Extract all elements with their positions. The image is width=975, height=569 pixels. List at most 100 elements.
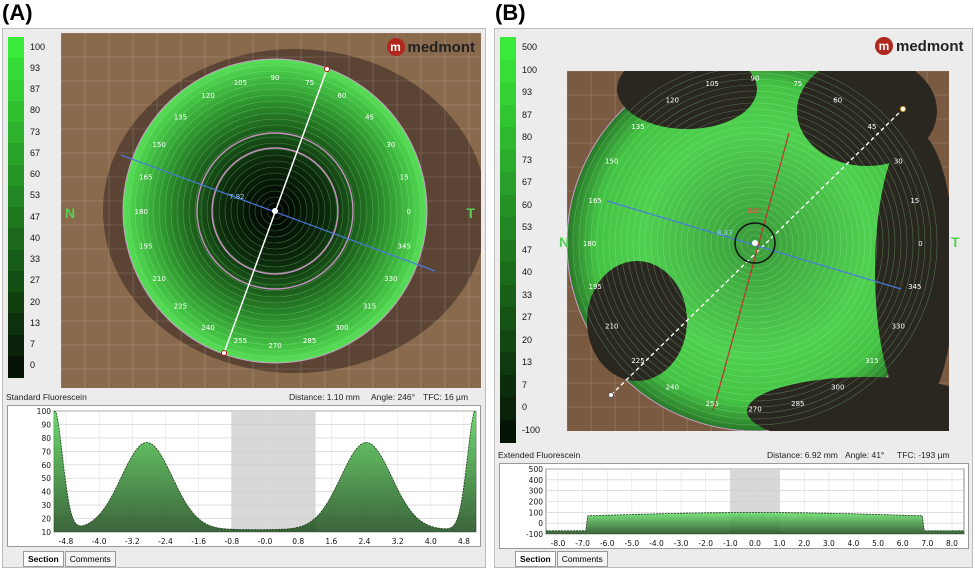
angle-label: 75 <box>305 79 314 87</box>
contour-ring <box>170 106 380 316</box>
tab-bar: Section Comments <box>515 551 609 567</box>
center-point <box>752 240 758 246</box>
y-tick-label: -100 <box>526 530 543 539</box>
scale-label: 87 <box>522 109 533 120</box>
contour-ring <box>578 71 932 420</box>
angle-label: 0 <box>918 240 922 248</box>
x-tick-label: -3.0 <box>674 539 689 548</box>
angle-label: 300 <box>335 324 348 332</box>
x-tick-label: -4.8 <box>59 537 74 546</box>
scale-swatch <box>500 329 516 353</box>
scale-label: 53 <box>30 190 41 201</box>
tab-section[interactable]: Section <box>23 551 64 567</box>
angle-label: 90 <box>271 74 280 82</box>
panel-a: 100 93 87 80 73 67 60 53 47 40 33 27 20 13 7 0 90 75 60 45… <box>2 28 486 568</box>
temporal-label: T <box>466 205 475 221</box>
scale-label: 73 <box>30 126 41 137</box>
scale-swatch <box>8 228 24 250</box>
scale-swatch <box>500 374 516 398</box>
x-tick-label: 7.0 <box>921 539 933 548</box>
scale-label: 80 <box>522 132 533 143</box>
scale-label: 13 <box>522 357 533 368</box>
x-tick-label: 2.0 <box>798 539 810 548</box>
tab-comments[interactable]: Comments <box>556 551 608 567</box>
scale-label: 13 <box>30 317 41 328</box>
x-tick-label: -6.0 <box>600 539 615 548</box>
y-tick-label: 30 <box>41 501 51 510</box>
x-tick-label: 2.4 <box>359 537 371 546</box>
center-readout: 0.00 <box>747 207 763 215</box>
angle-label: 15 <box>400 173 409 181</box>
angle-label: 75 <box>793 80 802 88</box>
scale-label: 87 <box>30 84 41 95</box>
y-tick-label: 100 <box>529 508 544 517</box>
scale-label: 60 <box>522 199 533 210</box>
y-tick-label: 20 <box>41 515 51 524</box>
angle-label: 210 <box>152 275 165 283</box>
x-tick-label: 1.0 <box>774 539 786 548</box>
scale-swatch <box>8 249 24 272</box>
scale-swatch <box>8 58 24 80</box>
scale-swatch <box>500 194 516 218</box>
scale-swatch <box>500 239 516 263</box>
contour-ring <box>206 142 344 280</box>
section-profile[interactable]: 500 400 300 200 100 0 -100 -8.0 -7.0 -6.0 -5.0 -4.0… <box>499 463 969 549</box>
contour-ring <box>260 196 290 226</box>
contour-ring <box>704 192 806 294</box>
section-profile[interactable]: 100 90 80 70 60 50 40 30 20 10 -4.8 -4.0 -3.2 -2.4 -1.… <box>7 405 481 547</box>
tab-section[interactable]: Section <box>515 551 556 567</box>
central-band <box>231 411 316 532</box>
scale-swatch <box>8 207 24 229</box>
angle-label: 30 <box>386 141 395 149</box>
scale-label: 40 <box>30 232 41 243</box>
y-tick-label: 90 <box>41 420 51 429</box>
angle-label: 315 <box>865 357 878 365</box>
scale-swatch <box>8 143 24 165</box>
contour-ring <box>584 72 926 414</box>
nasal-label: N <box>559 234 570 250</box>
tab-comments[interactable]: Comments <box>64 551 116 567</box>
nasal-label: N <box>65 205 76 221</box>
fluorescein-map[interactable]: 90 75 60 45 30 15 0 345 330 315 300 285 270 255 240 225… <box>567 71 949 431</box>
x-tick-label: 4.0 <box>848 539 860 548</box>
angle-label: 225 <box>631 357 644 365</box>
x-tick-label: 3.2 <box>392 537 404 546</box>
scale-label: 500 <box>522 42 538 53</box>
center-point <box>272 208 278 214</box>
profile-area <box>54 411 476 532</box>
line-endpoint <box>324 66 330 72</box>
angle-label: 60 <box>833 97 842 105</box>
angle-label: 330 <box>384 275 397 283</box>
angle-label: 150 <box>605 157 618 165</box>
contour-ring <box>728 216 782 270</box>
scale-swatch <box>500 172 516 195</box>
contour-ring <box>218 154 332 268</box>
scale-swatch <box>500 59 516 83</box>
angle-label: 210 <box>605 323 618 331</box>
contour-ring <box>134 70 416 352</box>
contour-ring <box>590 78 920 408</box>
fluorescein-map[interactable]: 90 75 60 45 30 15 0 345 330 315 300 285 270 255 240 225… <box>61 33 481 388</box>
scale-swatch <box>8 100 24 123</box>
angle-label: 90 <box>751 75 760 83</box>
panel-b-label: (B) <box>495 0 526 25</box>
contour-ring <box>614 102 896 384</box>
x-tick-label: 5.0 <box>872 539 884 548</box>
scale-swatch <box>500 217 516 240</box>
contour-ring <box>602 90 908 396</box>
temporal-label: T <box>951 234 960 250</box>
medmont-logo-icon: m <box>875 37 893 55</box>
scale-label: 7 <box>30 339 36 350</box>
scale-label: 27 <box>522 312 533 323</box>
medmont-logo: m medmont <box>386 38 475 56</box>
x-tick-label: 1.6 <box>325 537 337 546</box>
scale-label: 73 <box>522 154 533 165</box>
contour-ring <box>722 210 788 276</box>
angle-label: 345 <box>398 243 411 251</box>
panel-a-label: (A) <box>2 0 33 25</box>
angle-label: 255 <box>705 400 718 408</box>
measurement-line <box>120 154 436 272</box>
angle-label: 195 <box>589 283 602 291</box>
scale-swatch <box>8 185 24 208</box>
angle-label: 285 <box>303 337 316 345</box>
